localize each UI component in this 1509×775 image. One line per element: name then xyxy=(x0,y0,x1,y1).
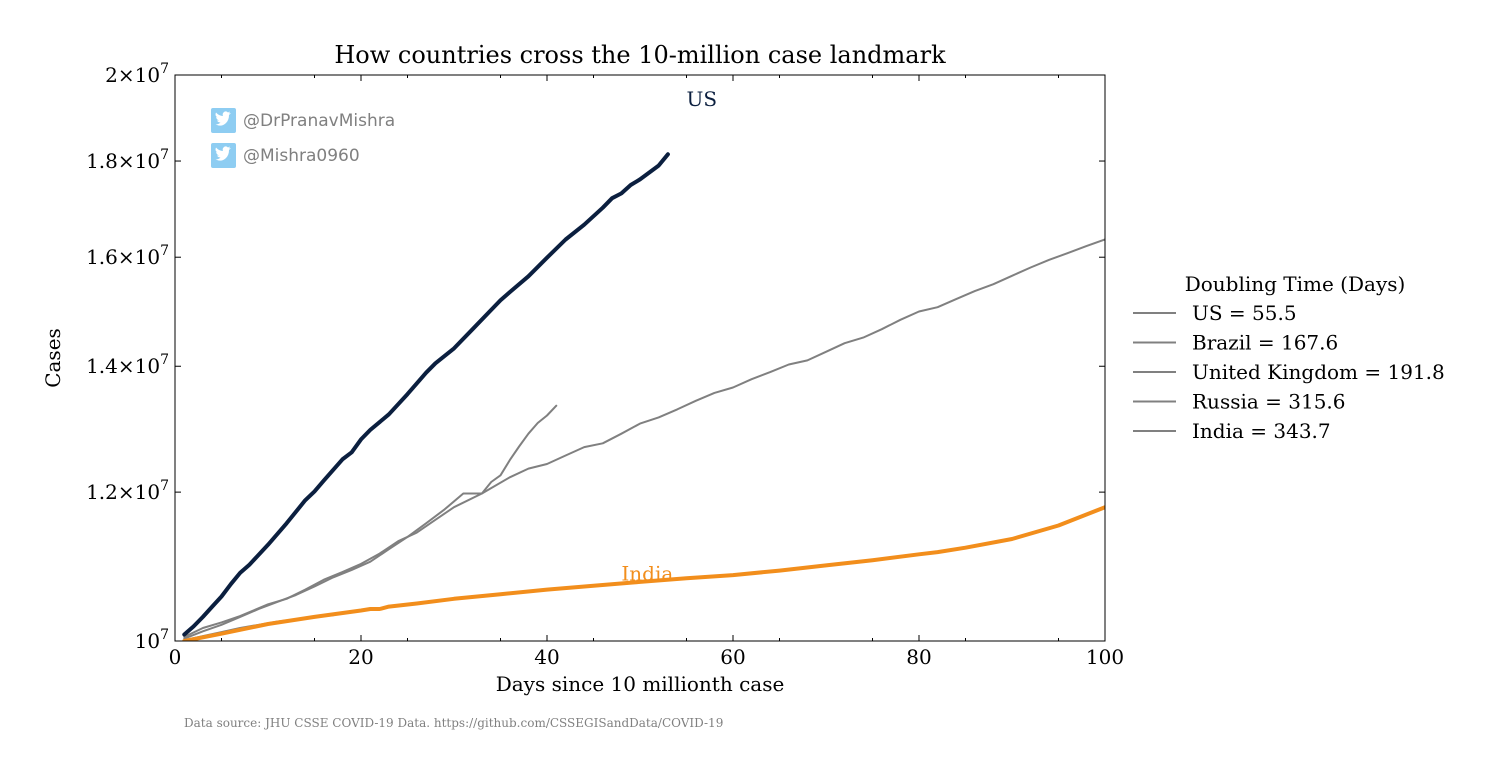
y-tick-mantissa: 1.2×10 xyxy=(86,480,160,504)
annotation-india: India xyxy=(621,561,673,585)
chart-title: How countries cross the 10-million case … xyxy=(334,41,946,69)
x-tick-label: 60 xyxy=(720,645,745,669)
y-tick-label: 1.2×107 xyxy=(86,478,169,504)
twitter-icon xyxy=(211,143,236,168)
y-tick-mantissa: 2×10 xyxy=(105,63,160,87)
series-line-india xyxy=(182,505,1105,641)
legend-entry: Russia = 315.6 xyxy=(1192,390,1346,414)
plot-frame xyxy=(174,74,1106,642)
twitter-handle-text: @Mishra0960 xyxy=(243,146,360,166)
legend: Doubling Time (Days) US = 55.5 Brazil = 1… xyxy=(1133,272,1445,443)
x-tick-label: 40 xyxy=(534,645,559,669)
legend-entry: United Kingdom = 191.8 xyxy=(1192,360,1445,384)
y-tick-exponent: 7 xyxy=(160,147,169,163)
y-tick-exponent: 7 xyxy=(160,627,169,643)
y-tick-mantissa: 10 xyxy=(135,629,160,653)
x-tick-label: 100 xyxy=(1086,645,1124,669)
twitter-handle-2: @Mishra0960 xyxy=(211,143,360,168)
x-tick-label: 80 xyxy=(906,645,931,669)
legend-entry: Brazil = 167.6 xyxy=(1192,331,1338,355)
y-tick-mantissa: 1.6×10 xyxy=(86,245,160,269)
x-tick-label: 20 xyxy=(348,645,373,669)
annotation-us: US xyxy=(687,87,718,111)
x-tick-label: 0 xyxy=(169,645,182,669)
y-tick-label: 2×107 xyxy=(105,61,169,87)
series-line-united-kingdom xyxy=(183,404,558,640)
twitter-handle-text: @DrPranavMishra xyxy=(243,111,395,131)
legend-entry: India = 343.7 xyxy=(1192,419,1331,443)
series-line-brazil xyxy=(183,238,1105,638)
series-line-us xyxy=(182,152,670,637)
data-source-note: Data source: JHU CSSE COVID-19 Data. htt… xyxy=(184,716,724,730)
y-tick-label: 1.8×107 xyxy=(86,147,169,173)
legend-entry: US = 55.5 xyxy=(1192,301,1297,325)
legend-title: Doubling Time (Days) xyxy=(1185,272,1406,296)
y-axis-label: Cases xyxy=(41,328,65,388)
y-tick-label: 107 xyxy=(135,627,169,653)
y-tick-exponent: 7 xyxy=(160,61,169,77)
y-tick-exponent: 7 xyxy=(160,478,169,494)
y-tick-exponent: 7 xyxy=(160,243,169,259)
y-tick-mantissa: 1.4×10 xyxy=(86,354,160,378)
x-axis-label: Days since 10 millionth case xyxy=(496,672,785,696)
y-tick-exponent: 7 xyxy=(160,352,169,368)
twitter-icon xyxy=(211,108,236,133)
twitter-handle-1: @DrPranavMishra xyxy=(211,108,395,133)
y-tick-label: 1.6×107 xyxy=(86,243,169,269)
y-tick-mantissa: 1.8×10 xyxy=(86,149,160,173)
y-tick-label: 1.4×107 xyxy=(86,352,169,378)
